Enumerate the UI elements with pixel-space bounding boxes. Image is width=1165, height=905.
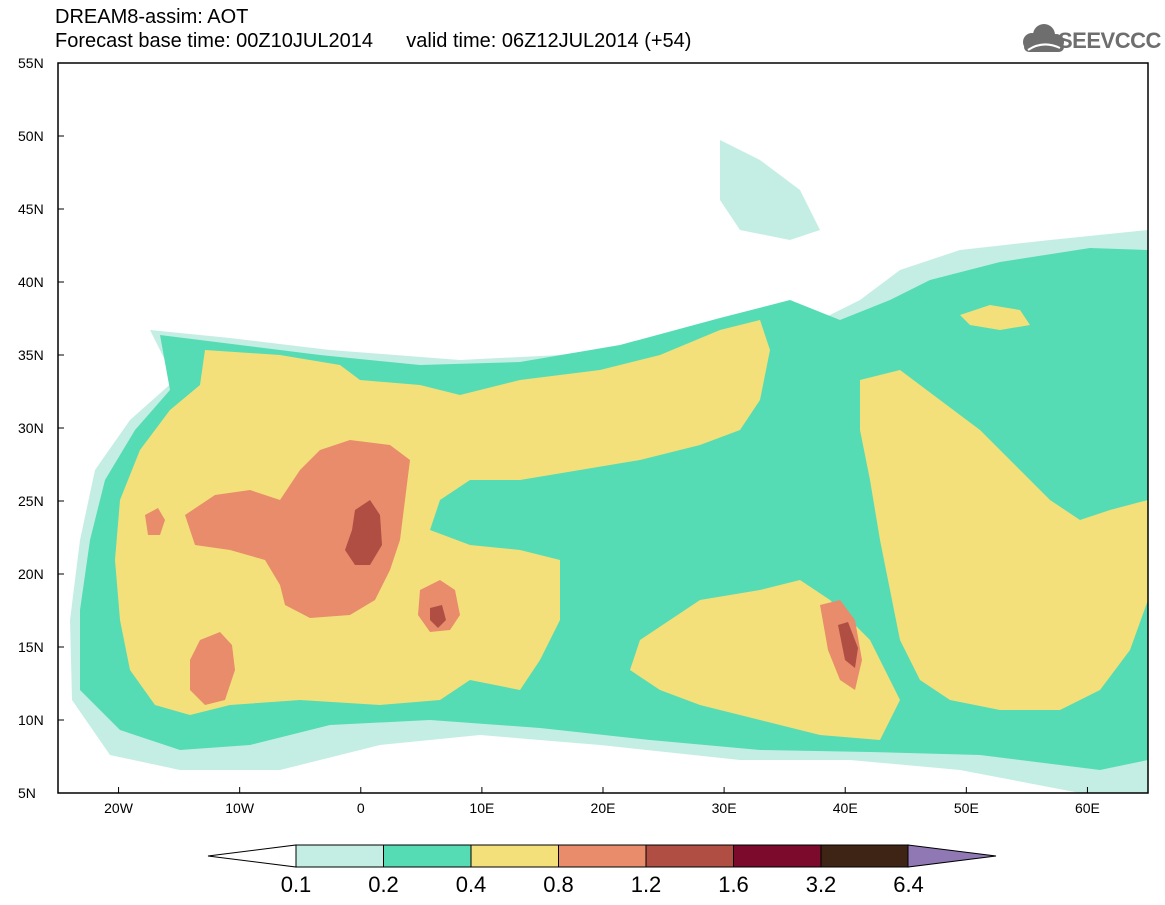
aot-band-0-4-arabia: [860, 370, 1148, 710]
axis-ticks: [58, 62, 1088, 794]
y-tick-label: 5N: [18, 785, 36, 801]
x-tick-label: 10W: [225, 800, 255, 816]
title-line-2: Forecast base time: 00Z10JUL2014 valid t…: [55, 30, 691, 52]
aot-band-0-4-turkey: [960, 305, 1030, 330]
colorbar-label: 1.2: [630, 872, 662, 897]
y-tick-label: 55N: [18, 55, 44, 71]
colorbar-label: 0.1: [280, 872, 312, 897]
y-tick-label: 10N: [18, 712, 44, 728]
colorbar-swatch: [645, 844, 734, 868]
y-tick-label: 15N: [18, 639, 44, 655]
aot-band-0-8-e: [820, 600, 862, 690]
colorbar-low-arrow: [207, 844, 297, 868]
x-tick-label: 20E: [590, 800, 616, 816]
colorbar-swatch: [383, 844, 472, 868]
aot-band-0-4: [115, 320, 770, 715]
y-tick-label: 20N: [18, 566, 44, 582]
title-line-1: DREAM8-assim: AOT: [55, 6, 249, 28]
colorbar-label: 6.4: [893, 872, 924, 897]
aot-band-0-8-d: [145, 508, 165, 535]
colorbar-label: 0.2: [368, 872, 399, 897]
y-tick-label: 25N: [18, 493, 44, 509]
aot-band-0-1-north: [720, 140, 820, 240]
x-tick-label: 60E: [1074, 800, 1100, 816]
x-tick-label: 40E: [832, 800, 858, 816]
colorbar-label: 1.6: [718, 872, 749, 897]
aot-band-1-2: [345, 500, 382, 565]
x-tick-label: 10E: [469, 800, 495, 816]
aot-band-1-2-c: [838, 622, 858, 668]
colorbar-swatch: [558, 844, 647, 868]
x-tick-label: 20W: [104, 800, 133, 816]
logo-text: SEEVCCC: [1058, 28, 1161, 53]
aot-fields: [70, 140, 1148, 793]
aot-band-0-8-c: [190, 632, 235, 705]
colorbar-swatch: [295, 844, 384, 868]
colorbar: [207, 844, 997, 868]
y-tick-label: 50N: [18, 128, 44, 144]
aot-band-1-2-b: [430, 605, 446, 628]
colorbar-swatch: [733, 844, 822, 868]
aot-band-0-8: [185, 440, 410, 618]
valid-time: valid time: 06Z12JUL2014 (+54): [406, 30, 692, 52]
x-tick-label: 30E: [711, 800, 737, 816]
colorbar-high-arrow: [907, 844, 997, 868]
cloud-icon: [1023, 24, 1064, 52]
y-tick-label: 35N: [18, 347, 44, 363]
colorbar-swatch: [820, 844, 909, 868]
colorbar-swatch: [470, 844, 559, 868]
colorbar-label: 3.2: [805, 872, 837, 897]
forecast-base-time: Forecast base time: 00Z10JUL2014: [55, 30, 373, 52]
y-tick-label: 30N: [18, 420, 44, 436]
x-tick-label: 0: [356, 800, 365, 816]
y-tick-label: 45N: [18, 201, 44, 217]
y-tick-label: 40N: [18, 274, 44, 290]
colorbar-label: 0.4: [455, 872, 487, 897]
colorbar-label: 0.8: [543, 872, 574, 897]
x-tick-label: 50E: [953, 800, 979, 816]
